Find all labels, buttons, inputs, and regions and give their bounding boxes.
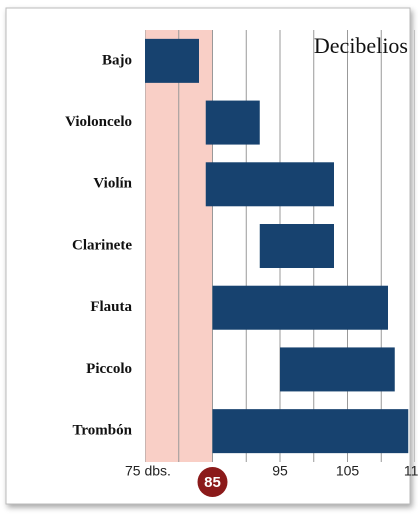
plot-area bbox=[145, 30, 415, 462]
tick-highlight bbox=[197, 467, 228, 497]
plot: Bajo Violoncelo Violín Clarinete Flauta Picco… bbox=[65, 30, 418, 497]
x-tick-label: 105 bbox=[336, 463, 360, 479]
bar bbox=[145, 38, 199, 83]
bar bbox=[205, 162, 334, 207]
category-label: Bajo bbox=[102, 52, 132, 68]
category-label: Violoncelo bbox=[65, 114, 132, 130]
bar bbox=[212, 409, 409, 454]
chart-title: Decibelios bbox=[314, 33, 408, 58]
category-label: Flauta bbox=[90, 299, 132, 315]
x-tick-label: 75 dbs. bbox=[125, 463, 171, 479]
bar bbox=[212, 285, 388, 330]
category-label: Violín bbox=[93, 176, 132, 192]
x-tick-label: 115 bbox=[404, 463, 418, 479]
category-label: Clarinete bbox=[72, 237, 132, 253]
x-tick-label: 85 bbox=[204, 474, 221, 491]
bar bbox=[280, 347, 395, 392]
bar bbox=[259, 224, 334, 268]
category-label: Trombón bbox=[73, 423, 133, 439]
category-label: Piccolo bbox=[86, 361, 132, 377]
x-tick-label: 95 bbox=[272, 463, 288, 479]
bar bbox=[205, 100, 260, 145]
